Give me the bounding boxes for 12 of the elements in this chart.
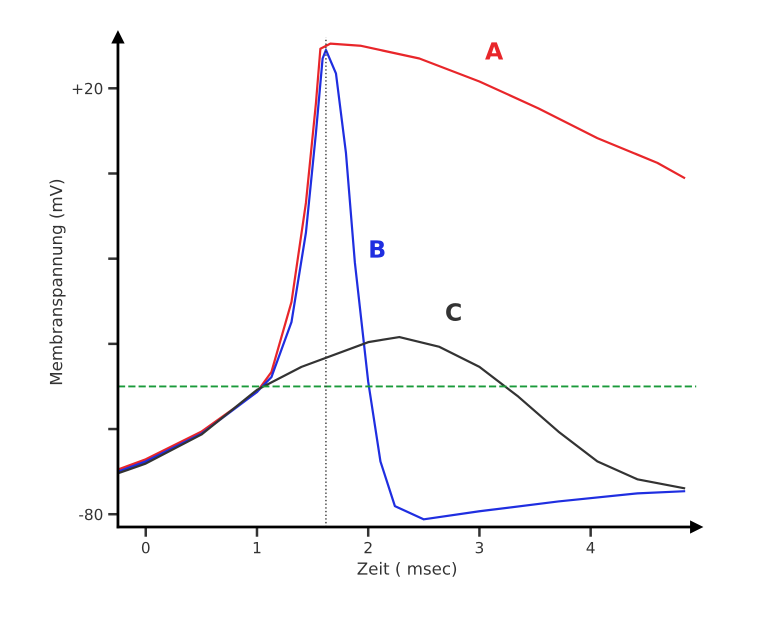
series-label: C xyxy=(446,303,461,321)
x-tick-label: 2 xyxy=(364,542,372,554)
x-tick-label: 1 xyxy=(254,542,260,554)
x-tick-label: 4 xyxy=(586,542,595,554)
series-label: B xyxy=(370,240,385,258)
x-axis-title: Zeit ( msec) xyxy=(358,562,456,577)
x-tick-label: 3 xyxy=(476,542,484,554)
y-tick-label: -80 xyxy=(79,508,102,520)
y-tick-label: +20 xyxy=(72,82,102,94)
series-label: A xyxy=(485,42,504,60)
x-tick-label: 0 xyxy=(142,542,150,554)
y-axis-title: Membranspannung (mV) xyxy=(49,180,66,384)
